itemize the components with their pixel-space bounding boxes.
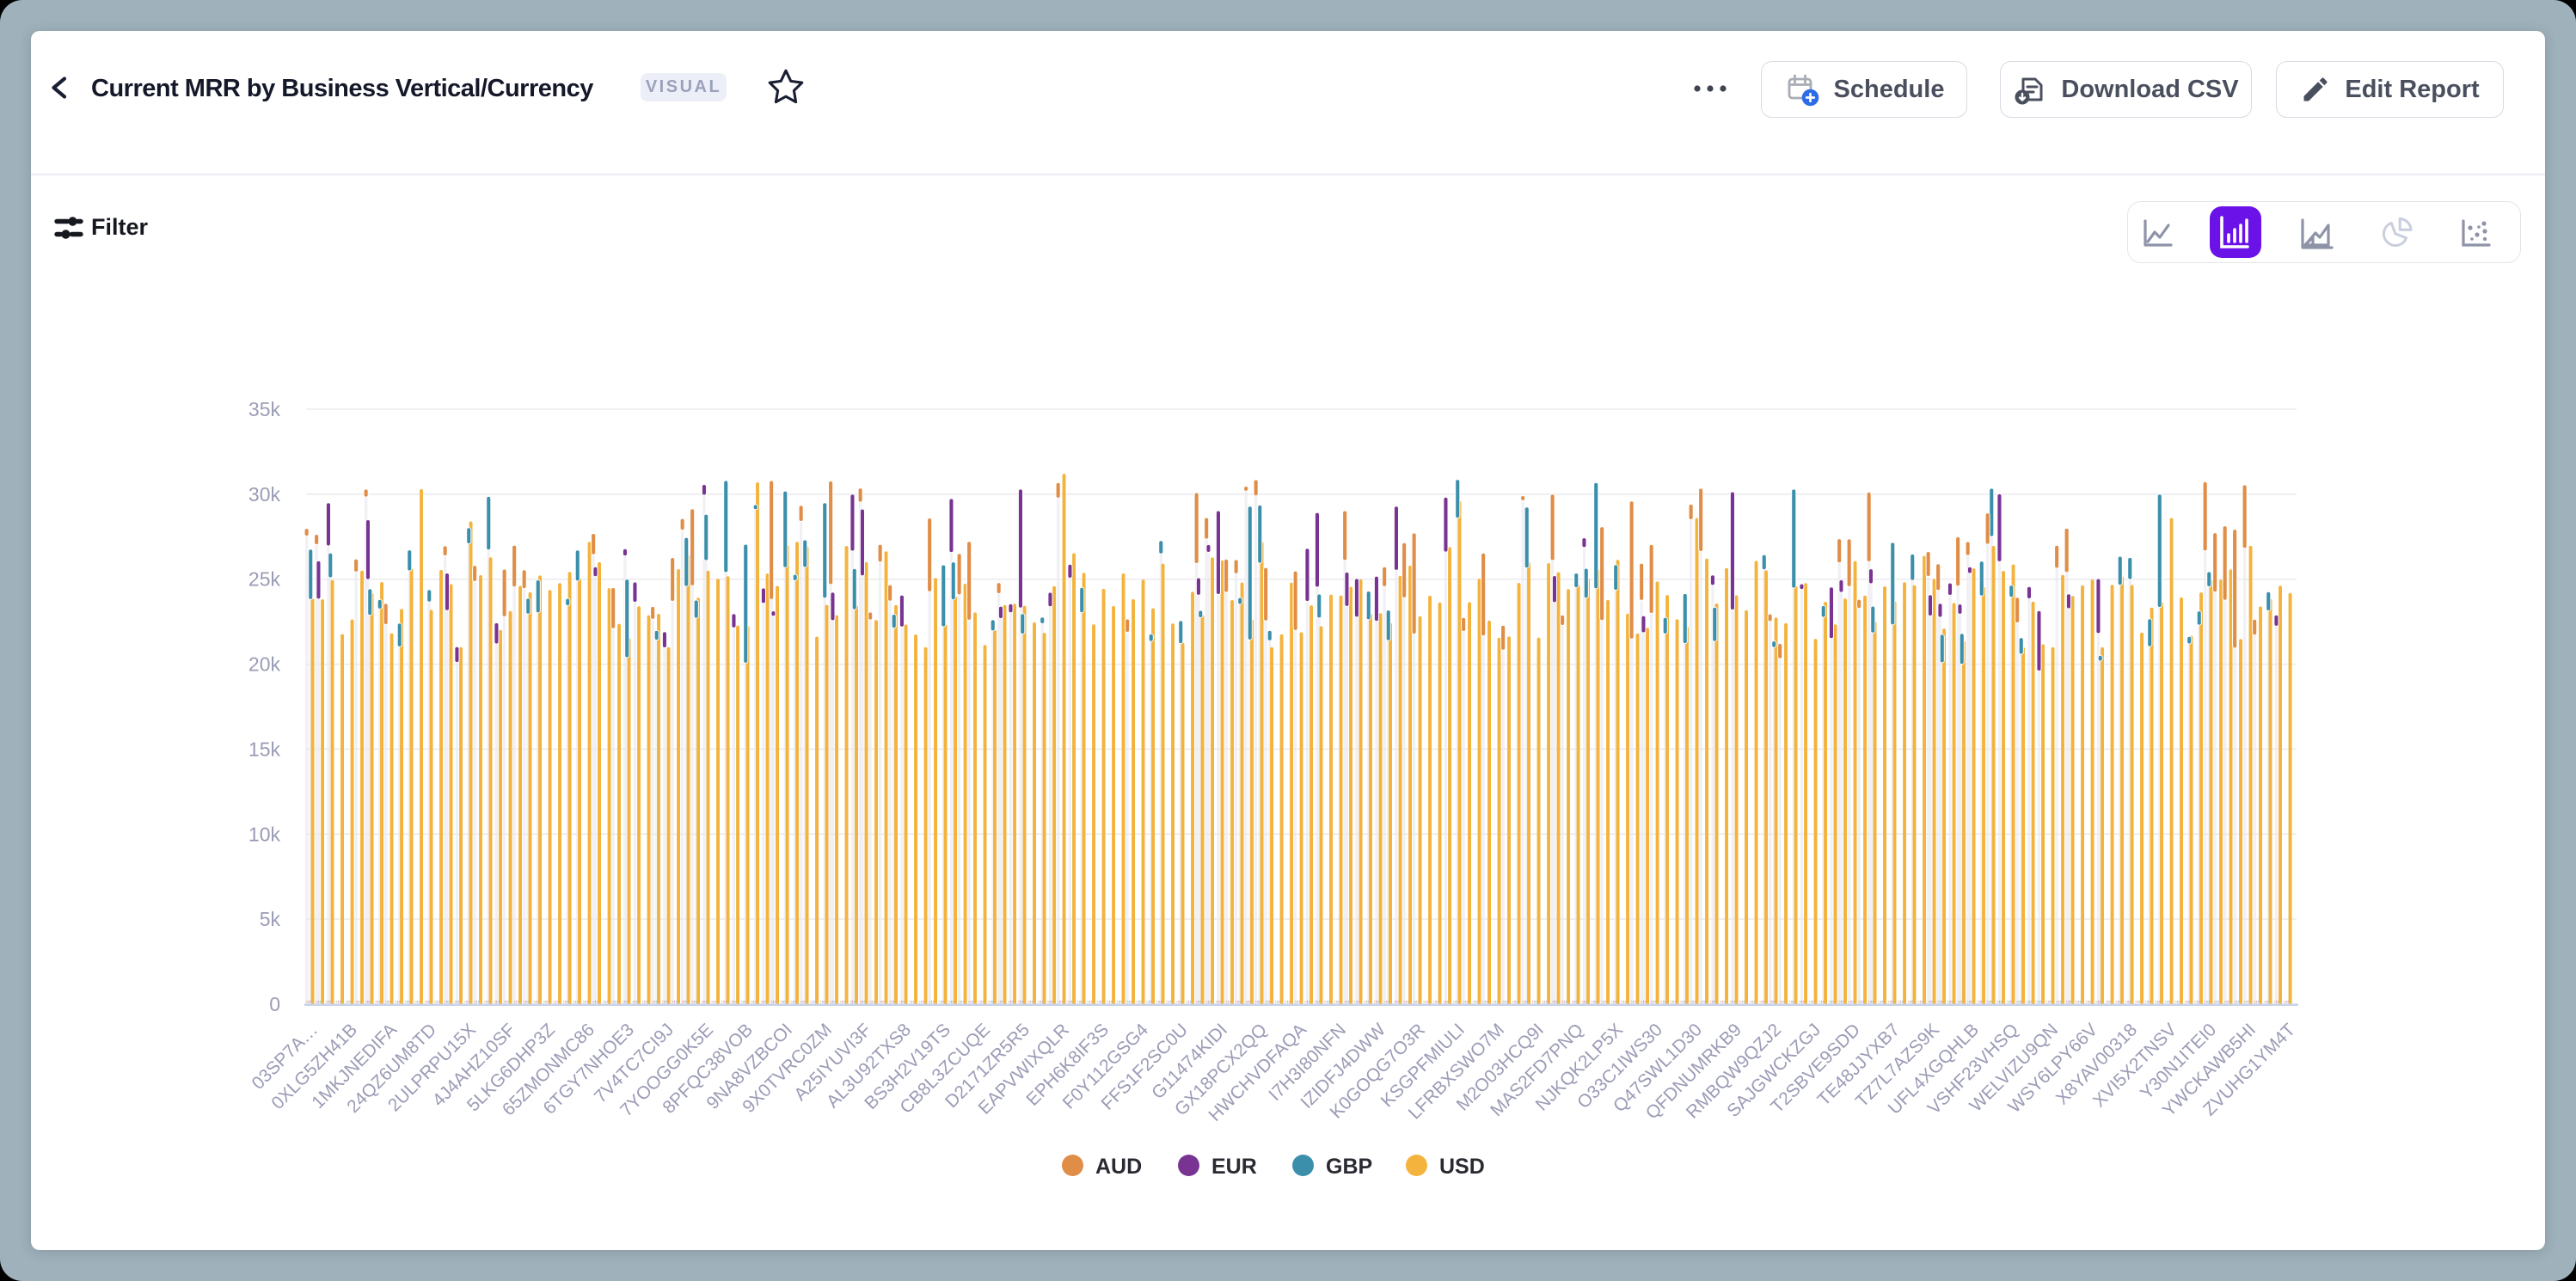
svg-text:25k: 25k [248, 568, 281, 591]
svg-text:35k: 35k [248, 398, 281, 420]
svg-text:15k: 15k [248, 738, 281, 760]
svg-text:30k: 30k [248, 483, 281, 506]
svg-text:20k: 20k [248, 653, 281, 676]
svg-text:0: 0 [269, 993, 280, 1015]
svg-text:5k: 5k [260, 908, 281, 930]
svg-text:10k: 10k [248, 823, 281, 845]
